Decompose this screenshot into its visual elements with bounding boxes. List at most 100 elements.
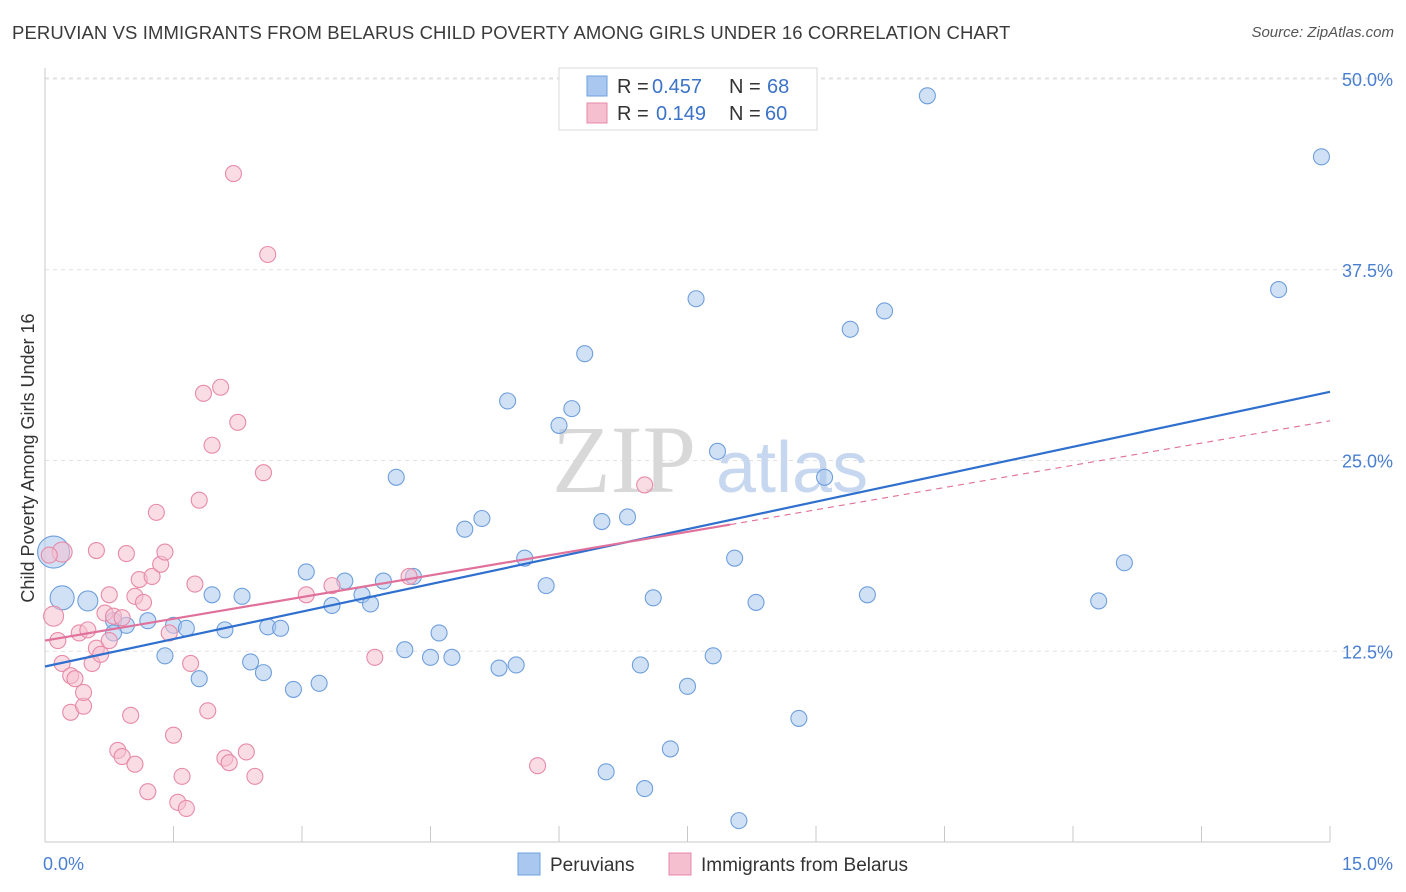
x-tick-label-1: 15.0% [1342, 854, 1393, 874]
peruvians-point-20 [310, 674, 328, 692]
belarus-point-52 [259, 245, 277, 264]
series-name-belarus: Immigrants from Belarus [701, 855, 908, 876]
peruvians-point-56 [790, 709, 808, 727]
legend-n-value-1: 68 [767, 76, 789, 98]
axes [44, 68, 1331, 843]
belarus-trend-line [44, 523, 731, 642]
data-points [37, 87, 1330, 830]
trend-lines [44, 390, 1331, 668]
peruvians-point-65 [1312, 148, 1330, 166]
belarus-point-36 [173, 767, 191, 785]
peruvians-point-38 [537, 577, 555, 595]
belarus-point-22 [117, 545, 135, 563]
peruvians-point-19 [297, 563, 315, 581]
peruvians-point-33 [473, 509, 491, 528]
peruvians-point-45 [631, 656, 649, 674]
peruvians-point-48 [661, 740, 679, 758]
peruvians-point-8 [177, 619, 195, 637]
peruvians-point-26 [387, 468, 405, 486]
peruvians-point-61 [918, 87, 936, 105]
peruvians-point-35 [499, 392, 517, 410]
belarus-point-48 [229, 413, 247, 431]
belarus-point-34 [164, 726, 183, 744]
peruvians-point-34 [490, 659, 508, 677]
belarus-point-49 [237, 743, 255, 761]
peruvians-point-25 [374, 572, 392, 590]
peruvians-point-64 [1270, 281, 1288, 299]
peruvians-point-31 [443, 648, 461, 666]
belarus-point-47 [224, 165, 243, 183]
belarus-point-28 [139, 783, 157, 801]
belarus-point-57 [529, 757, 547, 775]
belarus-point-32 [156, 543, 174, 561]
watermark: ZIP atlas [552, 406, 868, 513]
y-tick-label-2: 37.5% [1342, 261, 1393, 281]
y-tick-labels: 12.5% 25.0% 37.5% 50.0% [1342, 70, 1393, 662]
belarus-point-51 [254, 464, 273, 482]
chart-title: PERUVIAN VS IMMIGRANTS FROM BELARUS CHIL… [12, 22, 1011, 43]
belarus-point-54 [323, 577, 341, 595]
x-tick-labels: 0.0% 15.0% [43, 854, 1393, 874]
legend-r-label-2: R = [617, 103, 649, 125]
peruvians-point-54 [730, 812, 748, 830]
peruvians-point-59 [858, 586, 876, 604]
series-swatch-peruvians [517, 852, 541, 876]
belarus-point-20 [113, 747, 131, 766]
peruvians-point-15 [254, 664, 273, 682]
belarus-point-59 [40, 546, 58, 564]
belarus-point-39 [186, 575, 204, 593]
belarus-point-38 [182, 654, 200, 673]
y-tick-label-1: 25.0% [1342, 452, 1393, 472]
peruvians-point-14 [242, 653, 260, 671]
belarus-point-42 [199, 702, 217, 720]
belarus-point-40 [190, 491, 208, 509]
peruvians-point-40 [563, 400, 581, 418]
peruvians-point-46 [636, 780, 654, 798]
belarus-point-16 [100, 632, 118, 650]
peruvians-point-6 [139, 612, 157, 630]
belarus-point-23 [122, 706, 140, 724]
legend: R = 0.457 N = 68 R = 0.149 N = 60 [558, 67, 818, 131]
peruvians-point-1 [49, 585, 75, 611]
belarus-point-43 [203, 436, 221, 454]
belarus-point-55 [366, 648, 384, 666]
legend-swatch-belarus [586, 102, 608, 124]
belarus-point-50 [246, 767, 264, 785]
peruvians-point-58 [841, 320, 859, 338]
belarus-point-24 [126, 755, 144, 773]
peruvians-point-55 [747, 593, 765, 611]
peruvians-point-43 [597, 763, 615, 781]
peruvians-point-36 [507, 656, 525, 674]
legend-r-label-1: R = [617, 76, 649, 98]
peruvians-point-18 [284, 680, 302, 698]
gridlines [45, 77, 1392, 652]
peruvians-point-52 [708, 442, 727, 460]
belarus-point-0 [43, 605, 65, 627]
series-swatch-belarus [668, 852, 692, 876]
peruvians-point-63 [1115, 554, 1133, 572]
belarus-point-14 [87, 541, 105, 560]
series-name-peruvians: Peruvians [550, 855, 635, 876]
belarus-point-30 [147, 503, 165, 521]
source-label: Source: ZipAtlas.com [1251, 24, 1394, 41]
belarus-point-41 [194, 384, 213, 402]
peruvians-point-30 [430, 624, 448, 642]
peruvians-trend-line [44, 390, 1331, 668]
peruvians-point-13 [233, 587, 251, 605]
belarus-point-5 [66, 670, 84, 688]
peruvians-point-32 [456, 520, 474, 538]
legend-r-value-1: 0.457 [652, 76, 702, 98]
y-tick-label-3: 50.0% [1342, 70, 1393, 90]
belarus-point-44 [212, 378, 230, 396]
belarus-point-29 [143, 567, 161, 586]
peruvians-point-27 [396, 641, 414, 659]
watermark-zip: ZIP [552, 406, 696, 513]
legend-n-label-1: N = [729, 76, 761, 98]
peruvians-point-2 [77, 590, 99, 612]
peruvians-point-53 [726, 549, 744, 567]
peruvians-point-50 [687, 290, 705, 308]
belarus-point-9 [75, 683, 93, 702]
peruvians-point-41 [576, 345, 594, 363]
peruvians-point-11 [203, 586, 221, 604]
